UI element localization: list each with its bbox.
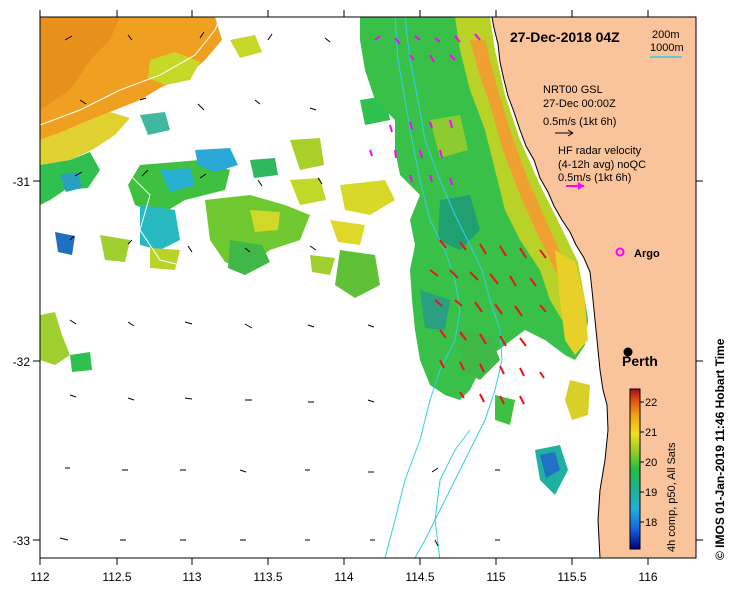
x-tick-label: 112.5 — [102, 570, 131, 584]
gsl-legend-source: NRT00 GSL — [543, 84, 603, 96]
credit-text: © IMOS 01-Jan-2019 11:46 Hobart Time — [713, 338, 727, 560]
colorbar-tick: 22 — [645, 397, 657, 409]
colorbar-tick: 20 — [645, 457, 657, 469]
gsl-scale-arrowhead — [567, 129, 574, 137]
hf-red-arrows — [429, 239, 547, 405]
gsl-velocity-arrows — [59, 31, 500, 547]
x-tick-label: 112 — [30, 570, 49, 584]
sst-patches — [40, 17, 590, 495]
bathymetry-contours — [384, 17, 503, 558]
colorbar-tick: 18 — [645, 517, 657, 529]
sst-isotherms — [40, 17, 221, 271]
y-tick-label: -32 — [13, 355, 31, 369]
argo-marker — [615, 247, 625, 257]
argo-label: Argo — [634, 248, 660, 260]
y-tick-label: -31 — [13, 175, 31, 189]
x-tick-label: 113 — [182, 570, 201, 584]
hf-magenta-arrows — [369, 33, 481, 186]
colorbar-tick: 21 — [645, 427, 657, 439]
map-title: 27-Dec-2018 04Z — [510, 29, 620, 45]
gsl-legend-scale: 0.5m/s (1kt 6h) — [543, 116, 616, 128]
hf-scale-arrowhead — [578, 182, 584, 190]
x-tick-label: 113.5 — [253, 570, 282, 584]
colorbar — [629, 388, 641, 550]
perth-label: Perth — [622, 353, 658, 369]
x-tick-label: 114.5 — [405, 570, 434, 584]
bathy-legend-200m: 200m — [652, 29, 680, 41]
x-tick-label: 115.5 — [557, 570, 586, 584]
colorbar-label: 4h comp, p50, All Sats — [666, 442, 678, 552]
gsl-legend-time: 27-Dec 00:00Z — [543, 98, 616, 110]
land-mass — [491, 17, 696, 558]
plot-frame — [39, 16, 697, 559]
perth-marker — [623, 347, 633, 357]
hf-legend-title: HF radar velocity — [558, 145, 642, 157]
y-tick-label: -33 — [13, 534, 31, 548]
x-tick-label: 114 — [334, 570, 353, 584]
bathy-legend-1000m: 1000m — [650, 42, 684, 54]
colorbar-tick: 19 — [645, 487, 657, 499]
x-tick-label: 116 — [638, 570, 657, 584]
hf-legend-avg: (4-12h avg) noQC — [558, 159, 646, 171]
x-axis — [33, 10, 703, 565]
hf-legend-scale: 0.5m/s (1kt 6h) — [558, 172, 631, 184]
x-tick-label: 115 — [486, 570, 505, 584]
